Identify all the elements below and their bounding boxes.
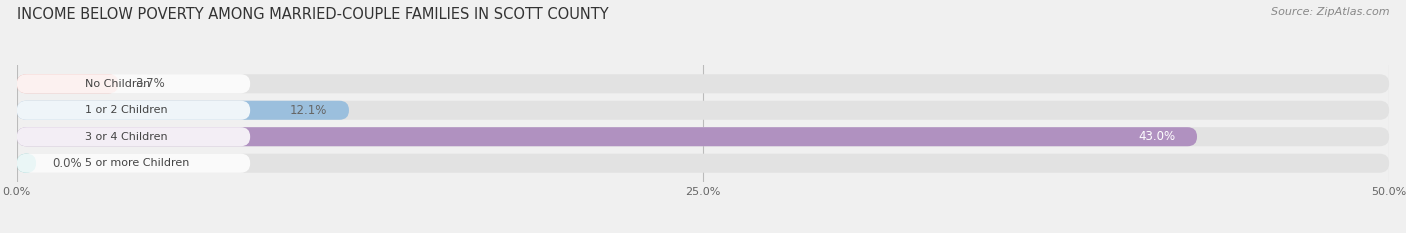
Text: 43.0%: 43.0% xyxy=(1137,130,1175,143)
Text: 3.7%: 3.7% xyxy=(135,77,165,90)
FancyBboxPatch shape xyxy=(17,127,1197,146)
Text: Source: ZipAtlas.com: Source: ZipAtlas.com xyxy=(1271,7,1389,17)
FancyBboxPatch shape xyxy=(17,127,1389,146)
Text: INCOME BELOW POVERTY AMONG MARRIED-COUPLE FAMILIES IN SCOTT COUNTY: INCOME BELOW POVERTY AMONG MARRIED-COUPL… xyxy=(17,7,609,22)
Text: 0.0%: 0.0% xyxy=(52,157,82,170)
FancyBboxPatch shape xyxy=(17,74,118,93)
Text: 5 or more Children: 5 or more Children xyxy=(86,158,190,168)
FancyBboxPatch shape xyxy=(17,154,1389,173)
FancyBboxPatch shape xyxy=(17,154,250,173)
FancyBboxPatch shape xyxy=(17,154,37,173)
Text: 3 or 4 Children: 3 or 4 Children xyxy=(86,132,169,142)
FancyBboxPatch shape xyxy=(17,74,250,93)
FancyBboxPatch shape xyxy=(17,101,349,120)
Text: 1 or 2 Children: 1 or 2 Children xyxy=(86,105,169,115)
Text: 12.1%: 12.1% xyxy=(290,104,328,117)
FancyBboxPatch shape xyxy=(17,127,250,146)
FancyBboxPatch shape xyxy=(17,101,1389,120)
FancyBboxPatch shape xyxy=(17,101,250,120)
FancyBboxPatch shape xyxy=(17,74,1389,93)
Text: No Children: No Children xyxy=(86,79,150,89)
